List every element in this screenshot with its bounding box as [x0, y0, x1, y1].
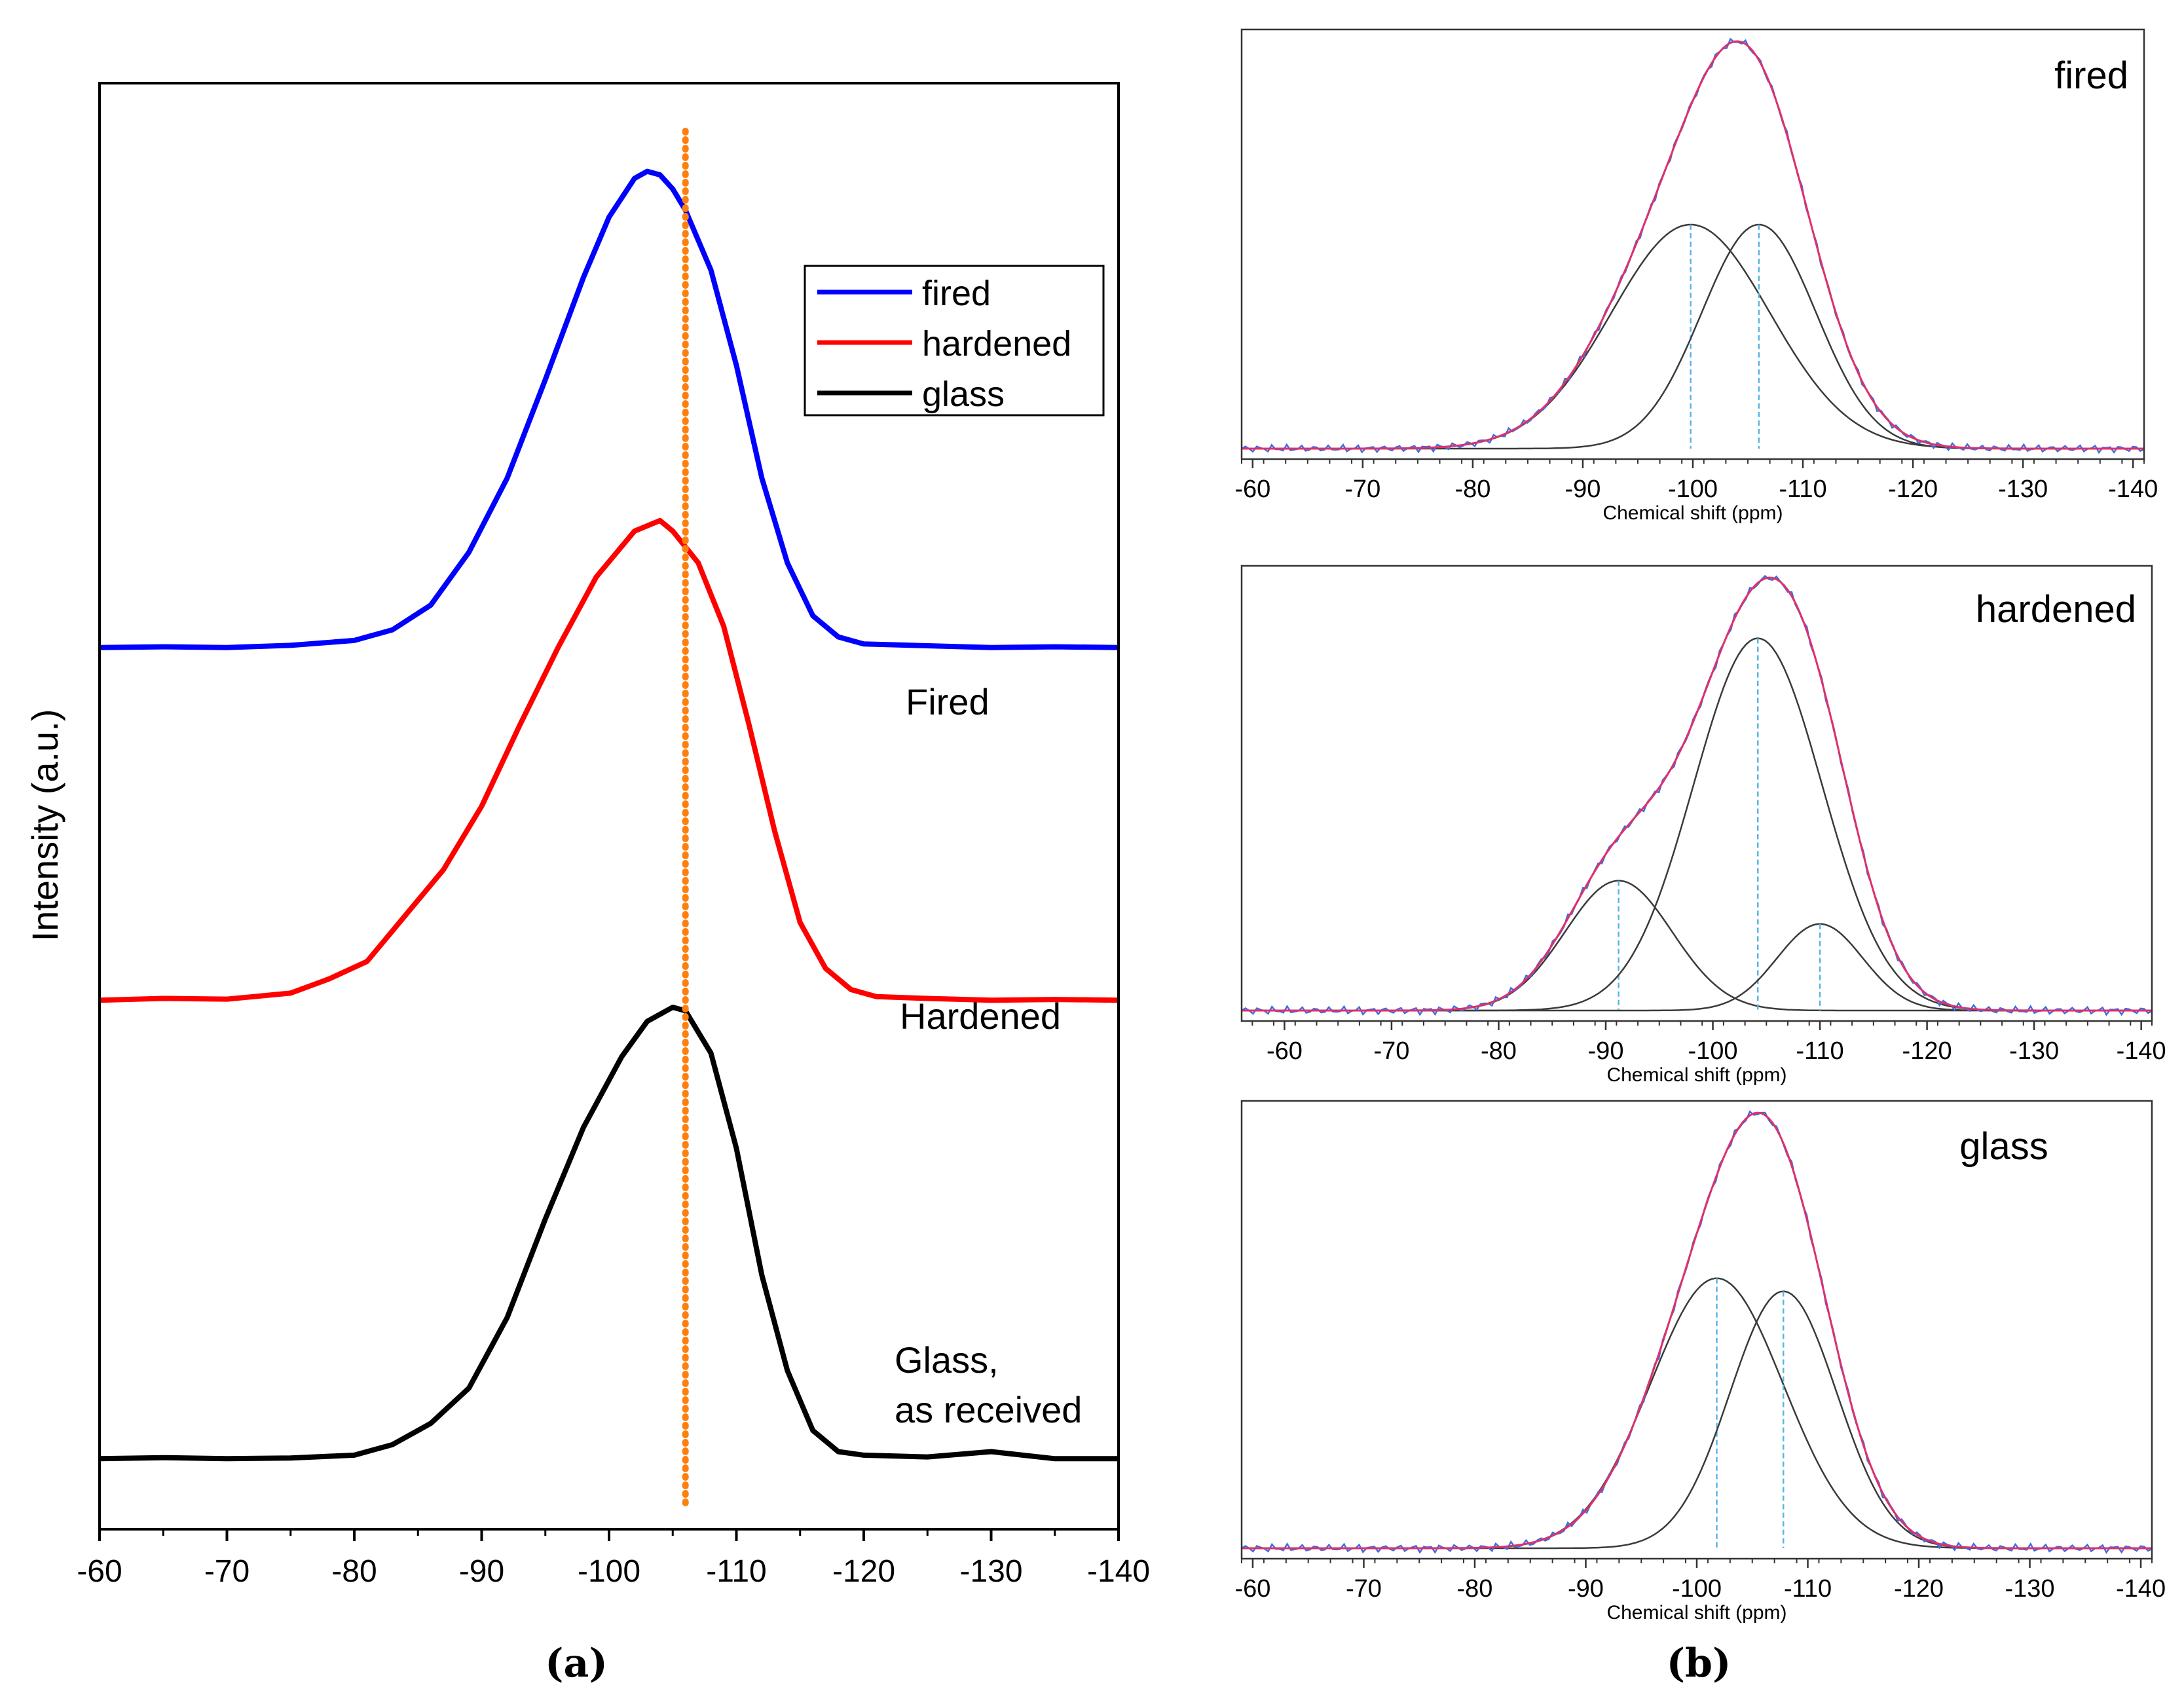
x-tick-label: -140: [2116, 1575, 2166, 1603]
x-tick-label: -90: [1568, 1575, 1604, 1603]
x-tick-label: -130: [959, 1554, 1022, 1589]
x-tick-label: -130: [1998, 475, 2048, 503]
x-tick-label: -70: [1373, 1037, 1409, 1065]
fired-curve-label: Fired: [906, 681, 990, 722]
panel-a-x-axis: -60 -70 -80 -90 -100 -110 -120 -130 -140: [77, 1529, 1150, 1589]
x-tick-label: -110: [706, 1554, 767, 1589]
x-tick-label: -100: [1688, 1037, 1737, 1065]
x-tick-label: -120: [1888, 475, 1938, 503]
x-tick-label: -60: [1267, 1037, 1303, 1065]
x-tick-label: -100: [1672, 1575, 1722, 1603]
glass-curve-label: Glass, as received: [895, 1339, 1082, 1430]
series-line-fired: [99, 168, 1119, 650]
x-tick-label: -80: [331, 1554, 377, 1589]
x-tick-label: -130: [2009, 1037, 2059, 1065]
hardened-curve-label: Hardened: [900, 995, 1061, 1037]
x-tick-label: -140: [2117, 1037, 2166, 1065]
fit-envelope-line: [1242, 1111, 2152, 1550]
x-tick-label: -140: [2108, 475, 2158, 503]
x-tick-label: -140: [1087, 1554, 1150, 1589]
fit-envelope-line: [1242, 40, 2144, 450]
x-tick-label: -60: [1234, 1575, 1270, 1603]
legend: fired hardened glass: [804, 265, 1105, 417]
x-tick-label: -110: [1779, 475, 1826, 503]
x-tick-label: -120: [1902, 1037, 1952, 1065]
x-tick-label: -90: [1588, 1037, 1624, 1065]
subplot-fired: -60 -70 -80 -90 -100 -110 -120 -130 -140 Chemical…: [1234, 28, 2158, 524]
x-tick-label: -60: [1234, 475, 1270, 503]
x-tick-label: -110: [1796, 1037, 1843, 1065]
caption-b: (b): [1667, 1641, 1731, 1686]
subplot-x-axis-label: Chemical shift (ppm): [1606, 1064, 1786, 1086]
series-line-hardened: [99, 517, 1119, 1003]
x-tick-label: -80: [1481, 1037, 1517, 1065]
subplot-title: fired: [2054, 54, 2128, 97]
x-tick-label: -80: [1454, 475, 1490, 503]
legend-entry-glass: glass: [922, 375, 1005, 414]
legend-entry-hardened: hardened: [922, 324, 1071, 363]
x-tick-label: -120: [832, 1554, 895, 1589]
panel-a-y-axis-label: Intensity (a.u.): [24, 709, 65, 942]
x-tick-label: -110: [1784, 1575, 1832, 1603]
subplot-x-axis-label: Chemical shift (ppm): [1602, 502, 1783, 524]
caption-a: (a): [545, 1641, 608, 1686]
fit-envelope-line: [1242, 576, 2152, 1012]
x-tick-label: -70: [204, 1554, 250, 1589]
x-tick-label: -70: [1346, 1575, 1382, 1603]
x-tick-label: -70: [1344, 475, 1380, 503]
x-tick-label: -100: [578, 1554, 640, 1589]
subplot-glass: -60 -70 -80 -90 -100 -110 -120 -130 -140 Chemical…: [1234, 1100, 2166, 1624]
legend-entry-fired: fired: [922, 274, 991, 313]
subplot-title: hardened: [1976, 588, 2136, 631]
x-tick-label: -120: [1894, 1575, 1944, 1603]
subplot-frame: [1240, 565, 2153, 1022]
x-tick-label: -100: [1668, 475, 1718, 503]
subplot-hardened: -60 -70 -80 -90 -100 -110 -120 -130 -140 Chemical…: [1240, 565, 2166, 1086]
glass-label-line: Glass,: [895, 1339, 999, 1381]
x-tick-label: -90: [1564, 475, 1601, 503]
series-line-glass: [99, 1005, 1119, 1462]
x-tick-label: -60: [77, 1554, 122, 1589]
subplot-title: glass: [1959, 1125, 2048, 1168]
glass-label-line: as received: [895, 1389, 1082, 1430]
panel-b: -60 -70 -80 -90 -100 -110 -120 -130 -140 Chemical…: [1234, 28, 2166, 1624]
x-tick-label: -90: [459, 1554, 504, 1589]
panel-a-curves: [99, 168, 1119, 1462]
panel-a: Intensity (a.u.) -60 -70 -80 -90 -100 -110 -12…: [24, 82, 1150, 1686]
subplot-x-axis-label: Chemical shift (ppm): [1606, 1602, 1786, 1624]
x-tick-label: -130: [2005, 1575, 2055, 1603]
x-tick-label: -80: [1457, 1575, 1493, 1603]
